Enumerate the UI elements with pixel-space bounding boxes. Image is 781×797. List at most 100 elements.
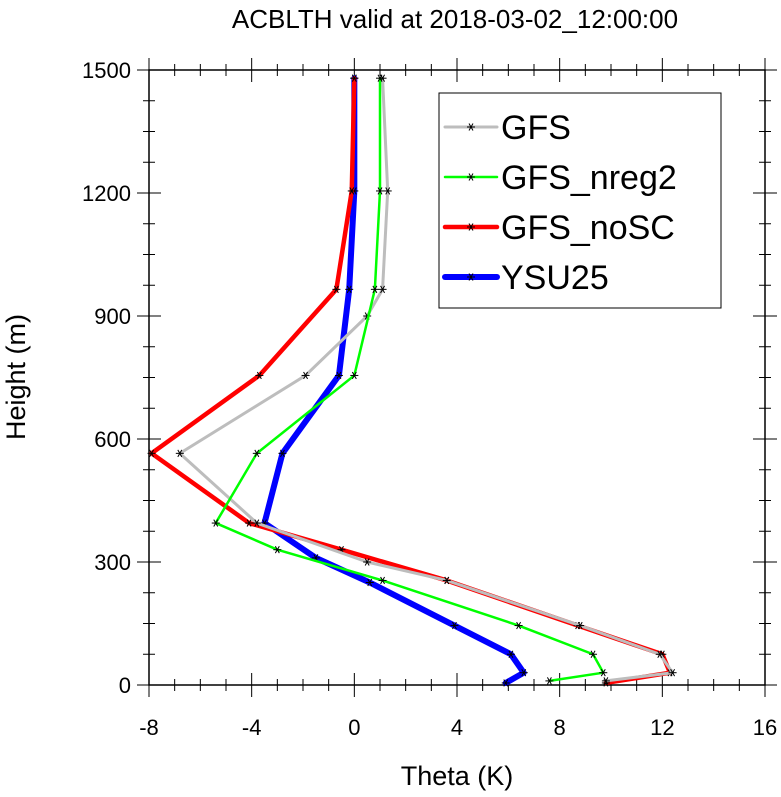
- data-point-marker: [599, 668, 608, 677]
- series-gfs: [175, 74, 677, 685]
- marker-stroke: [600, 668, 606, 677]
- y-tick-label: 0: [119, 673, 131, 698]
- data-point-marker: [378, 576, 387, 585]
- marker-stroke: [346, 285, 352, 294]
- marker-stroke: [657, 650, 663, 658]
- data-point-marker: [350, 74, 359, 82]
- x-axis-title: Theta (K): [401, 761, 514, 791]
- marker-stroke: [590, 650, 596, 658]
- data-point-marker: [655, 650, 664, 658]
- x-tick-label: 8: [554, 715, 566, 740]
- data-point-marker: [519, 668, 528, 677]
- marker-stroke: [280, 449, 285, 458]
- marker-stroke: [670, 668, 676, 677]
- marker-stroke: [380, 285, 386, 294]
- y-axis-title: Height (m): [1, 314, 31, 440]
- marker-stroke: [149, 449, 155, 458]
- marker-stroke: [468, 123, 474, 131]
- x-tick-label: -8: [139, 715, 159, 740]
- series-ysu25: [260, 74, 528, 687]
- data-point-marker: [363, 558, 372, 566]
- data-point-marker: [245, 519, 254, 527]
- data-point-marker: [601, 677, 610, 685]
- marker-stroke: [254, 449, 260, 458]
- legend-item-gfs-nosc: GFS_noSC: [442, 209, 675, 247]
- data-point-marker: [252, 519, 261, 527]
- marker-stroke: [256, 371, 262, 380]
- marker-stroke: [303, 371, 309, 380]
- data-point-marker: [376, 74, 384, 82]
- data-point-marker: [211, 519, 220, 527]
- legend-label: GFS_nreg2: [501, 159, 677, 197]
- legend-marker: [467, 173, 475, 181]
- data-point-marker: [350, 371, 359, 380]
- marker-stroke: [380, 576, 386, 585]
- legend-marker: [467, 123, 475, 131]
- marker-stroke: [377, 74, 383, 82]
- data-point-marker: [273, 545, 282, 554]
- data-point-marker: [450, 621, 459, 630]
- x-tick-label: -4: [242, 715, 262, 740]
- data-point-marker: [334, 371, 343, 380]
- x-tick-label: 0: [348, 715, 360, 740]
- marker-stroke: [333, 285, 339, 294]
- marker-stroke: [351, 74, 357, 82]
- data-point-marker: [576, 621, 585, 630]
- marker-stroke: [468, 273, 474, 281]
- data-point-marker: [378, 285, 387, 294]
- marker-stroke: [503, 679, 509, 687]
- marker-stroke: [516, 621, 522, 630]
- marker-stroke: [451, 621, 457, 630]
- marker-stroke: [385, 187, 391, 195]
- marker-stroke: [444, 576, 450, 585]
- marker-stroke: [213, 519, 219, 527]
- data-point-marker: [147, 449, 156, 458]
- data-point-marker: [175, 449, 184, 458]
- x-tick-label: 16: [753, 715, 777, 740]
- marker-stroke: [349, 187, 355, 195]
- marker-stroke: [508, 650, 514, 658]
- data-point-marker: [332, 285, 341, 294]
- legend-label: YSU25: [501, 259, 609, 297]
- data-point-marker: [383, 187, 392, 195]
- marker-stroke: [468, 173, 474, 181]
- y-tick-label: 600: [94, 427, 131, 452]
- marker-stroke: [372, 285, 378, 294]
- chart-title: ACBLTH valid at 2018-03-02_12:00:00: [232, 4, 678, 34]
- marker-stroke: [274, 545, 280, 554]
- data-point-marker: [301, 371, 310, 380]
- marker-stroke: [254, 519, 260, 527]
- series-gfs-nreg2: [211, 74, 608, 685]
- legend-marker: [467, 273, 475, 281]
- marker-stroke: [577, 621, 583, 630]
- marker-stroke: [351, 371, 357, 380]
- legend-box: [438, 92, 722, 309]
- marker-stroke: [603, 677, 609, 685]
- data-point-marker: [506, 650, 515, 658]
- legend-item-gfs: GFS: [443, 109, 571, 147]
- marker-stroke: [377, 187, 383, 195]
- legend-label: GFS_noSC: [501, 209, 675, 247]
- y-tick-label: 1200: [82, 181, 131, 206]
- marker-stroke: [246, 519, 252, 527]
- marker-stroke: [364, 558, 370, 566]
- marker-stroke: [468, 223, 474, 231]
- data-point-marker: [514, 621, 523, 630]
- y-tick-label: 300: [94, 550, 131, 575]
- data-point-marker: [376, 187, 384, 195]
- y-tick-label: 900: [94, 304, 131, 329]
- data-point-marker: [278, 449, 287, 458]
- marker-stroke: [177, 449, 183, 458]
- data-point-marker: [545, 677, 554, 685]
- data-point-marker: [365, 578, 374, 587]
- marker-stroke: [336, 371, 342, 380]
- data-point-marker: [370, 285, 379, 294]
- marker-stroke: [367, 578, 373, 587]
- legend-marker: [467, 223, 475, 231]
- data-point-marker: [589, 650, 598, 658]
- legend-label: GFS: [501, 109, 571, 147]
- legend-item-gfs-nreg2: GFS_nreg2: [443, 159, 677, 197]
- x-tick-label: 12: [650, 715, 674, 740]
- marker-stroke: [521, 668, 527, 677]
